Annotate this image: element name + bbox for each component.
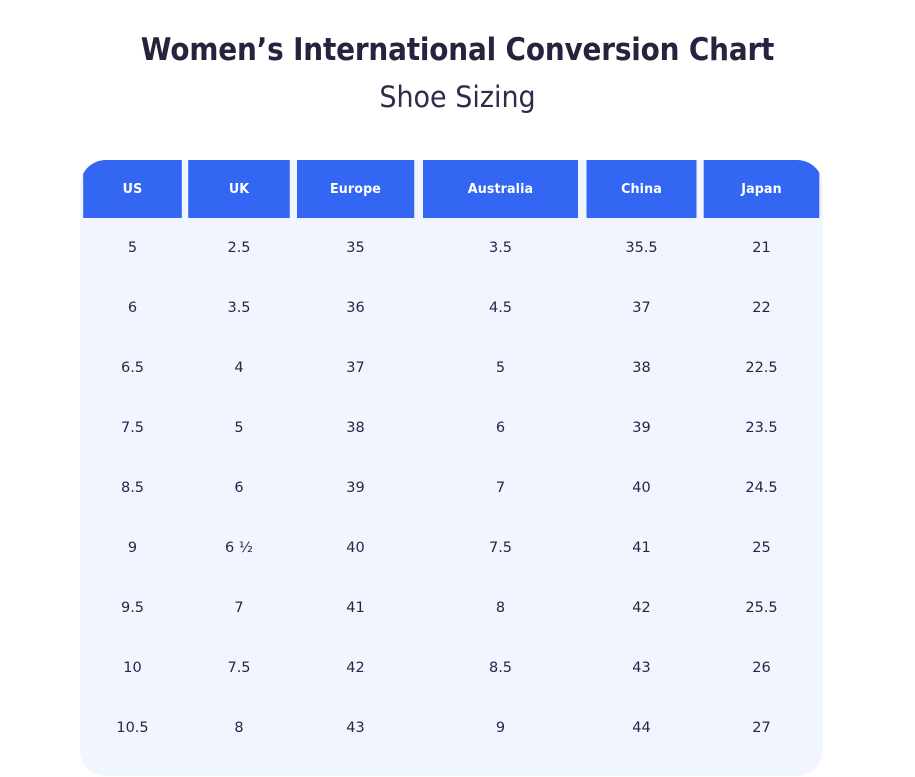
table-row: 5 2.5 35 3.5 35.5 21 — [80, 218, 823, 278]
column-header-uk: UK — [188, 160, 290, 218]
cell-us: 9.5 — [80, 578, 185, 638]
cell-china: 37 — [583, 278, 700, 338]
cell-us: 8.5 — [80, 458, 185, 518]
table-header-row-group: US UK Europe Australia China Japan — [80, 160, 823, 218]
cell-australia: 8 — [418, 578, 583, 638]
cell-uk: 7.5 — [185, 638, 293, 698]
cell-china: 41 — [583, 518, 700, 578]
table-row: 8.5 6 39 7 40 24.5 — [80, 458, 823, 518]
cell-europe: 42 — [293, 638, 418, 698]
cell-us: 5 — [80, 218, 185, 278]
table-row: 7.5 5 38 6 39 23.5 — [80, 398, 823, 458]
cell-china: 40 — [583, 458, 700, 518]
cell-australia: 3.5 — [418, 218, 583, 278]
column-header-us: US — [83, 160, 182, 218]
cell-us: 6 — [80, 278, 185, 338]
cell-europe: 38 — [293, 398, 418, 458]
cell-europe: 39 — [293, 458, 418, 518]
cell-china: 43 — [583, 638, 700, 698]
table-row: 10.5 8 43 9 44 27 — [80, 698, 823, 776]
size-conversion-table: US UK Europe Australia China Japan 5 2.5… — [80, 160, 823, 776]
page-subtitle: Shoe Sizing — [379, 79, 536, 114]
cell-australia: 6 — [418, 398, 583, 458]
cell-us: 10 — [80, 638, 185, 698]
cell-japan: 27 — [700, 698, 823, 776]
cell-australia: 7 — [418, 458, 583, 518]
cell-japan: 26 — [700, 638, 823, 698]
cell-europe: 41 — [293, 578, 418, 638]
table-row: 6.5 4 37 5 38 22.5 — [80, 338, 823, 398]
cell-europe: 37 — [293, 338, 418, 398]
cell-us: 7.5 — [80, 398, 185, 458]
cell-china: 39 — [583, 398, 700, 458]
cell-japan: 22 — [700, 278, 823, 338]
cell-china: 35.5 — [583, 218, 700, 278]
cell-europe: 36 — [293, 278, 418, 338]
cell-uk: 8 — [185, 698, 293, 776]
cell-australia: 8.5 — [418, 638, 583, 698]
cell-china: 42 — [583, 578, 700, 638]
cell-uk: 6 — [185, 458, 293, 518]
cell-china: 38 — [583, 338, 700, 398]
column-header-australia: Australia — [422, 160, 579, 218]
table-row: 6 3.5 36 4.5 37 22 — [80, 278, 823, 338]
table-row: 9 6 ½ 40 7.5 41 25 — [80, 518, 823, 578]
size-conversion-table-container: US UK Europe Australia China Japan 5 2.5… — [80, 160, 823, 776]
cell-uk: 3.5 — [185, 278, 293, 338]
cell-japan: 21 — [700, 218, 823, 278]
cell-australia: 5 — [418, 338, 583, 398]
cell-japan: 24.5 — [700, 458, 823, 518]
cell-japan: 22.5 — [700, 338, 823, 398]
cell-japan: 25 — [700, 518, 823, 578]
table-row: 10 7.5 42 8.5 43 26 — [80, 638, 823, 698]
column-header-japan: Japan — [703, 160, 820, 218]
cell-us: 9 — [80, 518, 185, 578]
cell-europe: 35 — [293, 218, 418, 278]
cell-australia: 4.5 — [418, 278, 583, 338]
cell-us: 6.5 — [80, 338, 185, 398]
cell-japan: 25.5 — [700, 578, 823, 638]
cell-japan: 23.5 — [700, 398, 823, 458]
page-header: Women’s International Conversion Chart S… — [0, 32, 915, 115]
cell-australia: 7.5 — [418, 518, 583, 578]
table-header-row: US UK Europe Australia China Japan — [80, 160, 823, 218]
table-row: 9.5 7 41 8 42 25.5 — [80, 578, 823, 638]
cell-uk: 5 — [185, 398, 293, 458]
cell-uk: 2.5 — [185, 218, 293, 278]
cell-europe: 40 — [293, 518, 418, 578]
cell-uk: 6 ½ — [185, 518, 293, 578]
cell-china: 44 — [583, 698, 700, 776]
column-header-europe: Europe — [296, 160, 415, 218]
table-body: 5 2.5 35 3.5 35.5 21 6 3.5 36 4.5 37 22 … — [80, 218, 823, 776]
cell-australia: 9 — [418, 698, 583, 776]
column-header-china: China — [586, 160, 697, 218]
cell-europe: 43 — [293, 698, 418, 776]
cell-uk: 4 — [185, 338, 293, 398]
page-title: Women’s International Conversion Chart — [140, 32, 775, 68]
cell-us: 10.5 — [80, 698, 185, 776]
cell-uk: 7 — [185, 578, 293, 638]
